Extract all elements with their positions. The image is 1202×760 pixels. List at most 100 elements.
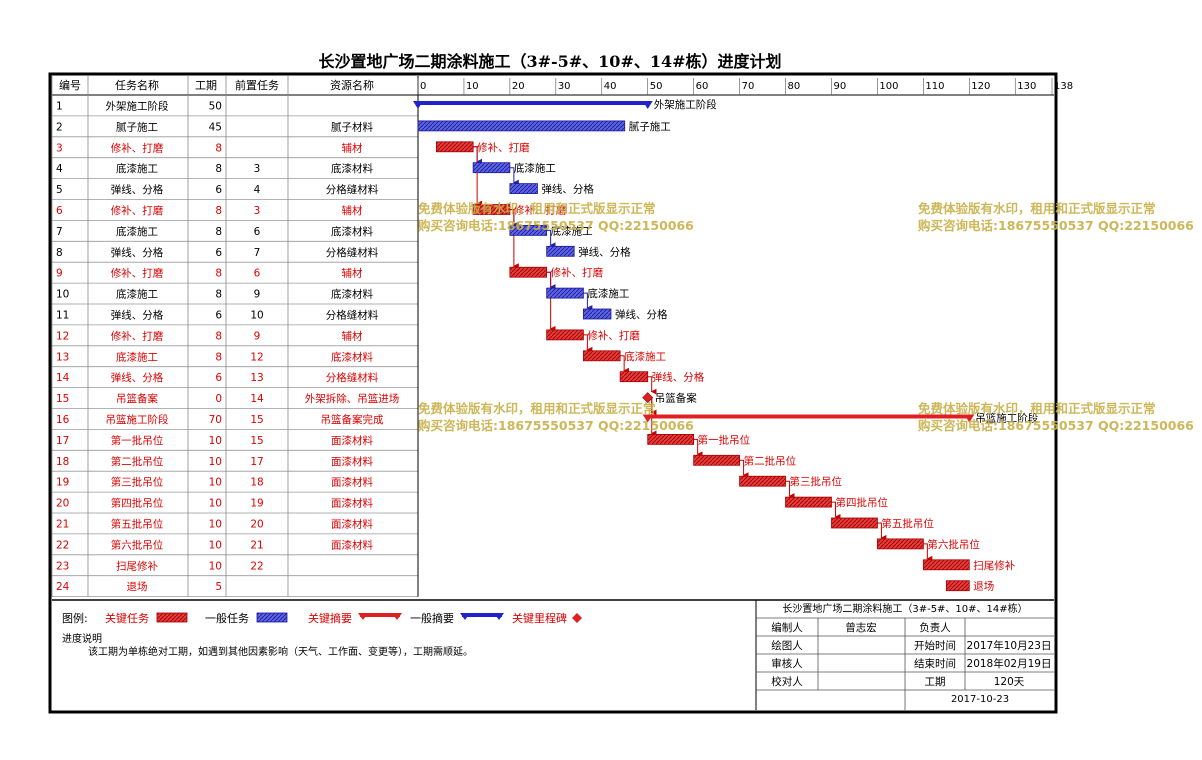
row-duration: 0	[215, 393, 222, 405]
row-pred: 15	[250, 414, 263, 426]
row-duration: 10	[209, 456, 222, 468]
bar-label: 修补、打磨	[551, 266, 604, 279]
task-bar	[647, 433, 695, 445]
table-row: 3 修补、打磨 8 辅材	[56, 141, 363, 154]
row-resource: 分格缝材料	[326, 183, 379, 196]
task-bar	[546, 329, 584, 341]
link-4-5	[509, 167, 519, 186]
bar-label: 修补、打磨	[477, 141, 530, 154]
legend-label: 图例:	[62, 611, 88, 625]
link-20-21	[831, 501, 841, 520]
row-name: 弹线、分格	[111, 309, 164, 322]
row-id: 18	[56, 456, 69, 468]
legend-label: 关键摘要	[308, 611, 352, 625]
row-id: 8	[56, 247, 63, 259]
gantt-bar-24: 退场	[945, 580, 994, 593]
table-row: 14 弹线、分格 6 13 分格缝材料	[56, 371, 379, 384]
row-id: 12	[56, 330, 69, 342]
task-bar	[922, 559, 970, 571]
col-header-name: 任务名称	[115, 78, 159, 92]
row-resource: 面漆材料	[331, 497, 373, 510]
row-duration: 10	[209, 498, 222, 510]
row-name: 第五批吊位	[111, 518, 164, 531]
row-pred: 7	[254, 247, 261, 259]
bar-label: 扫尾修补	[973, 559, 1015, 572]
task-bar	[417, 120, 626, 132]
row-resource: 底漆材料	[331, 288, 373, 301]
row-id: 21	[56, 519, 69, 531]
summary-bar	[418, 101, 648, 105]
row-duration: 8	[215, 268, 222, 280]
row-duration: 6	[215, 372, 222, 384]
bar-label: 弹线、分格	[652, 371, 705, 384]
row-duration: 8	[215, 351, 222, 363]
gantt-bar-10: 底漆施工	[546, 287, 629, 300]
link-19-20	[785, 480, 795, 500]
info-cell: 120天	[994, 676, 1025, 688]
axis-tick-label: 20	[512, 81, 525, 92]
summary-bar	[647, 414, 970, 419]
row-id: 15	[56, 393, 69, 405]
bar-label: 吊篮施工阶段	[975, 412, 1038, 425]
axis-tick-label: 130	[1017, 81, 1036, 92]
gantt-bar-5: 弹线、分格	[509, 183, 594, 196]
summary-start-cap	[642, 414, 653, 423]
task-bar	[435, 141, 474, 153]
task-bar	[945, 580, 970, 592]
watermark-line2: 购买咨询电话:18675550537 QQ:22150066	[918, 418, 1194, 433]
row-id: 10	[56, 289, 69, 301]
row-pred: 9	[254, 289, 261, 301]
axis-tick-label: 50	[650, 81, 663, 92]
row-resource: 腻子材料	[331, 120, 373, 133]
notes-text: 该工期为单栋绝对工期，如遇到其他因素影响（天气、工作面、变更等），工期需顺延。	[88, 645, 473, 658]
legend-swatch-cap	[358, 613, 368, 620]
axis-tick-label: 110	[925, 81, 944, 92]
row-pred: 9	[254, 330, 261, 342]
row-duration: 5	[215, 581, 222, 593]
row-duration: 6	[215, 310, 222, 322]
row-id: 22	[56, 539, 69, 551]
gantt-bar-19: 第三批吊位	[739, 475, 843, 488]
gantt-bar-11: 弹线、分格	[582, 308, 668, 321]
row-name: 吊篮备案	[116, 392, 158, 405]
gantt-bar-23: 扫尾修补	[922, 559, 1016, 572]
link-18-19	[739, 459, 749, 479]
summary-end-cap	[964, 414, 975, 423]
row-id: 19	[56, 477, 69, 489]
row-duration: 8	[215, 142, 222, 154]
task-bar	[831, 517, 878, 529]
gantt-bar-15: 吊篮备案	[642, 392, 697, 405]
table-row: 16 吊篮施工阶段 70 15 吊篮备案完成	[56, 413, 384, 426]
row-id: 5	[56, 184, 63, 196]
row-resource: 底漆材料	[331, 225, 373, 238]
table-row: 20 第四批吊位 10 19 面漆材料	[56, 497, 373, 510]
row-pred: 12	[250, 351, 263, 363]
row-name: 退场	[127, 580, 148, 593]
row-resource: 面漆材料	[331, 476, 373, 489]
row-resource: 底漆材料	[331, 162, 373, 175]
info-cell: 校对人	[771, 675, 803, 688]
gantt-bars: 外架施工阶段腻子施工修补、打磨底漆施工弹线、分格修补、打磨底漆施工弹线、分格修补…	[413, 98, 1039, 593]
row-id: 20	[56, 498, 69, 510]
row-pred: 6	[254, 268, 261, 280]
task-bar	[785, 496, 832, 508]
table-row: 1 外架施工阶段 50	[56, 100, 222, 113]
task-bar	[546, 245, 575, 257]
row-name: 修补、打磨	[111, 329, 164, 342]
row-duration: 10	[209, 477, 222, 489]
row-id: 11	[56, 310, 69, 322]
row-resource: 辅材	[342, 267, 363, 280]
watermark-line2: 购买咨询电话:18675550537 QQ:22150066	[918, 218, 1194, 233]
link-12-13	[583, 334, 593, 353]
legend-label: 关键里程碑	[512, 611, 567, 625]
row-duration: 10	[209, 519, 222, 531]
row-resource: 分格缝材料	[326, 309, 379, 322]
gantt-bar-1: 外架施工阶段	[413, 98, 717, 111]
row-resource: 分格缝材料	[326, 371, 379, 384]
table-row: 17 第一批吊位 10 15 面漆材料	[56, 434, 373, 447]
task-bar	[877, 538, 924, 550]
row-resource: 外架拆除、吊篮进场	[305, 392, 400, 405]
gantt-bar-7: 底漆施工	[509, 224, 593, 237]
gantt-bar-20: 第四批吊位	[785, 496, 888, 509]
